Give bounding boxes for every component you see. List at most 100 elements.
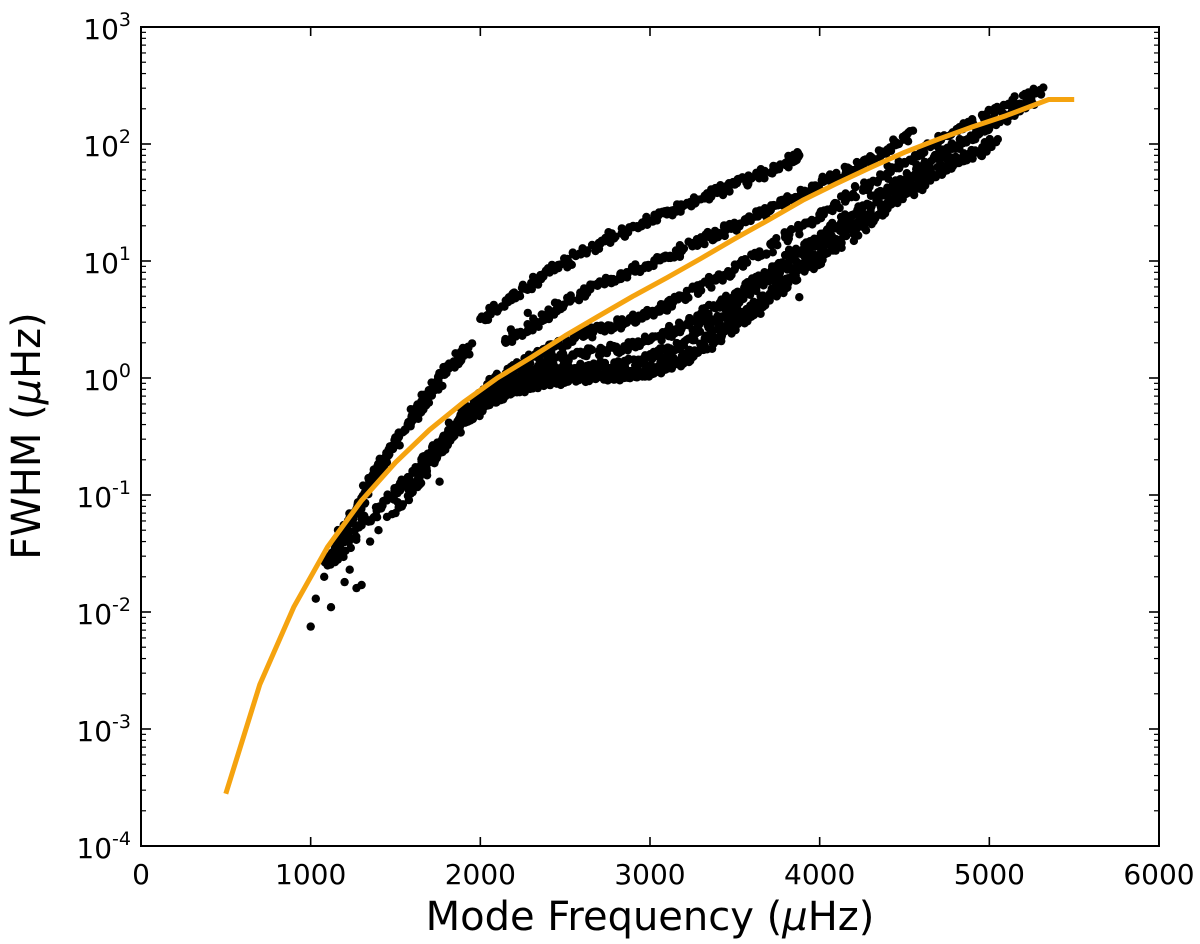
scatter-point [549, 353, 559, 362]
scatter-point [570, 374, 580, 383]
scatter-point [751, 307, 760, 316]
scatter-point [756, 279, 766, 288]
scatter-point [823, 249, 832, 258]
scatter-point [320, 572, 329, 581]
y-tick-label: 100 [83, 360, 131, 397]
scatter-point [583, 246, 592, 255]
scatter-point [962, 138, 971, 147]
scatter-point [769, 200, 778, 210]
scatter-point [523, 308, 532, 318]
scatter-point [665, 321, 674, 331]
scatter-point [600, 375, 609, 384]
scatter-point [536, 357, 545, 366]
scatter-point [816, 254, 826, 263]
scatter-point [807, 257, 816, 266]
scatter-point [693, 195, 702, 205]
scatter-point [694, 281, 703, 291]
scatter-point [885, 143, 895, 152]
scatter-point [539, 368, 548, 377]
scatter-point [890, 196, 899, 205]
scatter-point [639, 357, 649, 367]
scatter-point [771, 291, 780, 300]
scatter-point [631, 318, 640, 327]
y-tick-label: 10-3 [76, 711, 131, 748]
y-axis-ticks: 10-4 10-3 10-2 10-1 100 101 102 103 [76, 9, 1159, 865]
scatter-point [394, 502, 404, 511]
scatter-point [489, 300, 498, 310]
scatter-point [582, 289, 592, 298]
scatter-point [565, 258, 574, 267]
scatter-point [784, 245, 794, 254]
x-axis-label: Mode Frequency (μHz) [426, 894, 875, 940]
scatter-point [385, 442, 395, 451]
scatter-point [568, 337, 577, 346]
scatter-point [891, 138, 901, 147]
scatter-point [768, 248, 777, 257]
scatter-point [642, 212, 651, 222]
scatter-point [837, 238, 846, 247]
x-tick-label: 2000 [445, 858, 516, 891]
scatter-point [677, 246, 687, 256]
scatter-point [506, 325, 516, 334]
scatter-point [774, 258, 784, 268]
scatter-point [485, 400, 494, 410]
scatter-point [611, 232, 620, 241]
scatter-point [781, 280, 790, 289]
y-tick-label: 10-4 [76, 828, 131, 865]
scatter-point [795, 151, 804, 160]
scatter-point [365, 537, 375, 546]
scatter-point [333, 555, 342, 564]
scatter-point [357, 580, 366, 590]
scatter-point [306, 622, 315, 631]
scatter-point [735, 222, 744, 231]
scatter-point [643, 305, 652, 315]
scatter-point [529, 314, 538, 323]
scatter-point [993, 135, 1002, 144]
scatter-point [464, 343, 473, 353]
scatter-point [709, 303, 718, 312]
scatter-point [741, 257, 751, 266]
scatter-point [772, 234, 781, 243]
scatter-points [306, 83, 1048, 631]
plot-frame [140, 26, 1160, 847]
scatter-point [567, 295, 576, 304]
scatter-point [985, 142, 994, 151]
y-tick-label: 10-2 [76, 594, 131, 631]
scatter-point [417, 401, 427, 410]
scatter-point [876, 170, 885, 179]
fit-line [223, 97, 1075, 795]
scatter-point [354, 523, 364, 532]
scatter-point [467, 412, 477, 422]
scatter-point [435, 477, 444, 486]
scatter-point [518, 369, 528, 378]
scatter-point [823, 205, 832, 214]
scatter-point [761, 250, 771, 259]
scatter-point [902, 169, 911, 178]
scatter-point [854, 231, 863, 240]
scatter-point [827, 221, 836, 231]
scatter-point [624, 354, 633, 363]
scatter-point [818, 172, 827, 181]
scatter-point [938, 168, 947, 178]
scatter-point [903, 188, 912, 198]
y-tick-label: 102 [83, 126, 131, 163]
scatter-point [859, 156, 869, 165]
scatter-point [613, 347, 622, 356]
scatter-point [848, 189, 858, 199]
scatter-point [951, 144, 960, 153]
scatter-point [647, 334, 656, 343]
scatter-point [554, 260, 563, 270]
scatter-point [896, 175, 905, 184]
scatter-point [667, 364, 676, 373]
scatter-point [677, 203, 687, 212]
scatter-point [374, 526, 383, 535]
scatter-point [1036, 85, 1045, 95]
scatter-point [597, 321, 606, 330]
scatter-point [850, 182, 860, 191]
scatter-point [515, 290, 524, 300]
scatter-point [754, 271, 763, 280]
scatter-point [968, 154, 977, 163]
scatter-point [830, 198, 840, 208]
scatter-point [546, 265, 555, 274]
